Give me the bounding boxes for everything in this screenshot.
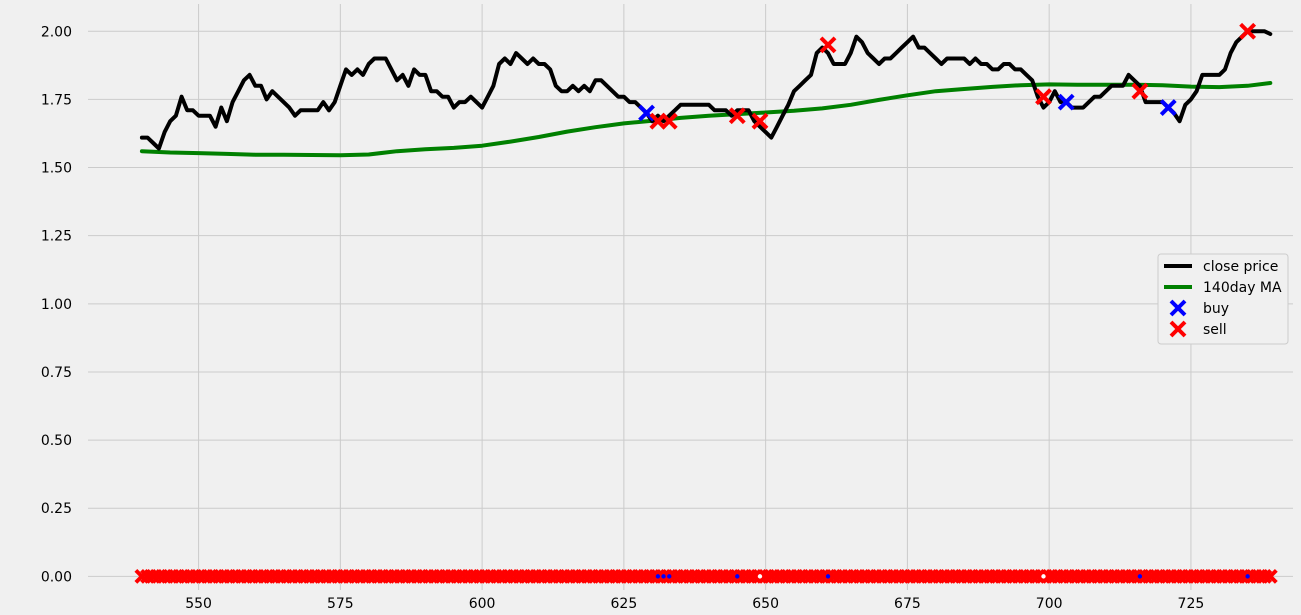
x-tick-label: 625 bbox=[611, 596, 638, 612]
zero-row-dot bbox=[661, 574, 666, 579]
zero-row-dot bbox=[825, 574, 831, 579]
buy-signal-marker bbox=[638, 104, 655, 122]
y-tick-label: 0.50 bbox=[41, 433, 72, 449]
y-tick-label: 1.25 bbox=[41, 229, 72, 245]
close-price-layer bbox=[139, 29, 1273, 151]
zero-row-dot bbox=[655, 574, 661, 579]
x-tick-label: 575 bbox=[327, 596, 354, 612]
legend-label-close-price: close price bbox=[1203, 259, 1278, 275]
zero-row-marker bbox=[1262, 568, 1278, 584]
sell-signal-marker bbox=[1035, 88, 1052, 106]
legend-buy-marker bbox=[1169, 299, 1187, 317]
zero-row-dot bbox=[667, 574, 672, 579]
sell-signal-marker bbox=[728, 107, 746, 125]
x-axis-ticks: 550 575 600 625 650 675 700 725 bbox=[185, 596, 1204, 612]
zero-signal-row bbox=[134, 568, 1278, 584]
x-tick-label: 600 bbox=[469, 596, 496, 612]
sell-signal-marker bbox=[751, 112, 769, 130]
y-tick-label: 2.00 bbox=[41, 24, 72, 40]
x-tick-label: 725 bbox=[1178, 596, 1205, 612]
y-axis-ticks: 0.00 0.25 0.50 0.75 1.00 1.25 1.50 1.75 2.00 bbox=[41, 24, 72, 585]
x-tick-label: 700 bbox=[1036, 596, 1063, 612]
ma-line bbox=[139, 81, 1273, 158]
moving-average-layer bbox=[139, 81, 1273, 158]
legend-box bbox=[1157, 253, 1289, 345]
sell-signal-marker bbox=[1239, 22, 1257, 40]
legend-swatch-sell bbox=[1169, 320, 1187, 338]
legend: close price 140day MA buy sell bbox=[1157, 253, 1289, 345]
sell-signal-marker bbox=[1131, 82, 1149, 100]
legend-sell-marker bbox=[1169, 320, 1187, 338]
y-tick-label: 0.75 bbox=[41, 365, 72, 381]
signal-markers bbox=[638, 22, 1257, 130]
zero-row-dot bbox=[735, 574, 740, 579]
sell-signal-marker bbox=[819, 36, 837, 54]
legend-label-ma: 140day MA bbox=[1203, 280, 1282, 296]
legend-label-buy: buy bbox=[1203, 301, 1229, 317]
sell-signal-marker bbox=[660, 112, 678, 130]
legend-label-sell: sell bbox=[1203, 322, 1227, 338]
y-tick-label: 1.50 bbox=[41, 161, 72, 177]
x-tick-label: 675 bbox=[894, 596, 921, 612]
y-tick-label: 1.00 bbox=[41, 297, 72, 313]
y-tick-label: 0.25 bbox=[41, 501, 72, 517]
zero-row-dot bbox=[1137, 574, 1143, 579]
zero-row-dot bbox=[757, 574, 763, 579]
buy-signal-marker bbox=[1159, 99, 1177, 116]
x-tick-label: 550 bbox=[185, 596, 212, 612]
y-tick-label: 0.00 bbox=[41, 569, 72, 585]
x-tick-label: 650 bbox=[752, 596, 779, 612]
zero-row-dot bbox=[1245, 574, 1250, 579]
legend-swatch-buy bbox=[1169, 299, 1187, 317]
close-price-line bbox=[139, 29, 1273, 151]
y-tick-label: 1.75 bbox=[41, 92, 72, 108]
buy-signal-marker bbox=[1057, 93, 1075, 111]
zero-row-dot bbox=[1041, 574, 1046, 579]
